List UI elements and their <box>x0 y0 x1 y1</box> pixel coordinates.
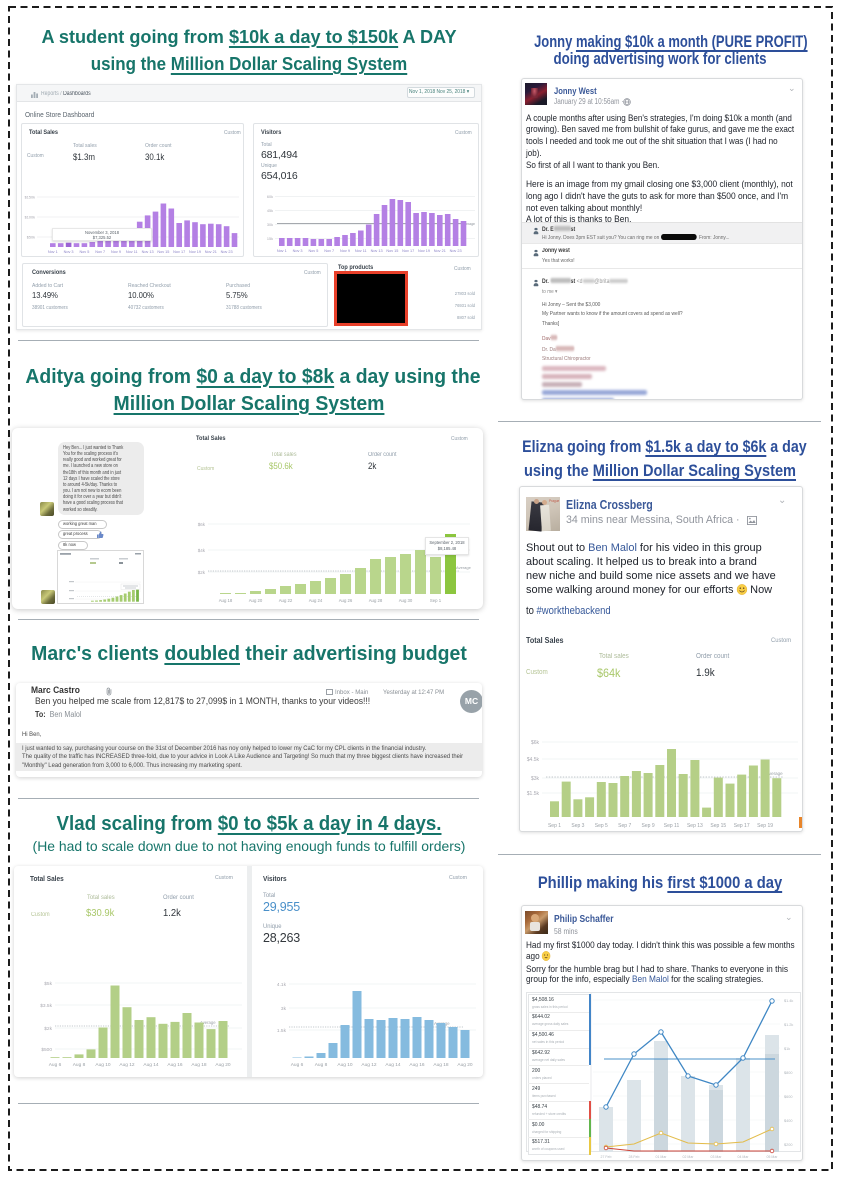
svg-text:$4.5k: $4.5k <box>527 757 540 763</box>
svg-text:Sep 17: Sep 17 <box>734 823 750 829</box>
svg-text:Sep 3: Sep 3 <box>571 823 584 829</box>
svg-text:Aug 14: Aug 14 <box>385 1062 401 1068</box>
svg-text:02 Mar: 02 Mar <box>683 1155 695 1159</box>
svg-text:04 Mar: 04 Mar <box>738 1155 750 1159</box>
svg-text:Nov 13: Nov 13 <box>371 249 383 253</box>
svg-text:30k: 30k <box>267 223 273 227</box>
svg-text:Nov 19: Nov 19 <box>418 249 430 253</box>
svg-text:Average: Average <box>200 1020 216 1025</box>
svg-text:Aug 20: Aug 20 <box>215 1062 231 1068</box>
svg-text:Aug 18: Aug 18 <box>191 1062 207 1068</box>
svg-text:Sep 11: Sep 11 <box>664 823 680 829</box>
svg-text:05 Mar: 05 Mar <box>767 1155 779 1159</box>
svg-text:15k: 15k <box>267 237 273 241</box>
svg-text:Nov 7: Nov 7 <box>324 249 334 253</box>
svg-text:Average: Average <box>456 565 472 570</box>
svg-text:Nov 11: Nov 11 <box>355 249 367 253</box>
svg-text:Aug 12: Aug 12 <box>119 1062 135 1068</box>
svg-text:$3k: $3k <box>531 776 540 782</box>
svg-text:Nov 9: Nov 9 <box>111 250 121 254</box>
svg-text:Aug 20: Aug 20 <box>457 1062 473 1068</box>
svg-text:Nov 23: Nov 23 <box>450 249 462 253</box>
svg-text:Aug 16: Aug 16 <box>167 1062 183 1068</box>
svg-text:Nov 11: Nov 11 <box>126 250 138 254</box>
svg-text:Nov 17: Nov 17 <box>173 250 185 254</box>
svg-text:Nov 17: Nov 17 <box>402 249 414 253</box>
svg-text:$6k: $6k <box>198 522 206 527</box>
svg-text:$1.4k: $1.4k <box>784 999 793 1003</box>
svg-text:Sep 1: Sep 1 <box>548 823 561 829</box>
svg-text:$3.5k: $3.5k <box>40 1003 52 1009</box>
svg-text:Aug 28: Aug 28 <box>369 598 383 603</box>
svg-text:$600: $600 <box>784 1095 792 1099</box>
svg-text:Nov 19: Nov 19 <box>189 250 201 254</box>
svg-text:Aug 22: Aug 22 <box>279 598 293 603</box>
svg-text:Nov 15: Nov 15 <box>386 249 398 253</box>
svg-text:$2k: $2k <box>198 570 206 575</box>
svg-text:Aug 10: Aug 10 <box>95 1062 111 1068</box>
svg-text:Aug 12: Aug 12 <box>361 1062 377 1068</box>
svg-text:Nov 1: Nov 1 <box>48 250 58 254</box>
svg-text:4.1k: 4.1k <box>277 982 287 988</box>
svg-text:1.5k: 1.5k <box>277 1028 287 1034</box>
svg-text:28 Feb: 28 Feb <box>629 1155 640 1159</box>
svg-text:Aug 14: Aug 14 <box>143 1062 159 1068</box>
svg-text:$1.2k: $1.2k <box>784 1023 793 1027</box>
svg-text:Nov 5: Nov 5 <box>79 250 89 254</box>
svg-text:27 Feb: 27 Feb <box>601 1155 612 1159</box>
svg-text:Sep 15: Sep 15 <box>710 823 726 829</box>
svg-text:$200: $200 <box>784 1143 792 1147</box>
svg-text:Aug 20: Aug 20 <box>249 598 263 603</box>
svg-text:$400: $400 <box>784 1119 792 1123</box>
svg-text:$1k: $1k <box>784 1047 790 1051</box>
svg-text:Aug 8: Aug 8 <box>315 1062 328 1068</box>
svg-text:Aug 8: Aug 8 <box>73 1062 86 1068</box>
svg-text:Sep 13: Sep 13 <box>687 823 703 829</box>
svg-text:Nov 21: Nov 21 <box>205 250 217 254</box>
svg-text:Nov 21: Nov 21 <box>434 249 446 253</box>
svg-text:Nov 13: Nov 13 <box>142 250 154 254</box>
svg-text:$800: $800 <box>784 1071 792 1075</box>
svg-text:$4k: $4k <box>198 548 206 553</box>
svg-text:$6k: $6k <box>531 740 540 746</box>
svg-text:Aug 24: Aug 24 <box>309 598 323 603</box>
svg-text:Aug 6: Aug 6 <box>49 1062 62 1068</box>
svg-text:$5k: $5k <box>44 981 52 987</box>
svg-text:Aug 6: Aug 6 <box>291 1062 304 1068</box>
svg-text:Sep 9: Sep 9 <box>642 823 655 829</box>
svg-text:Nov 9: Nov 9 <box>340 249 350 253</box>
svg-text:Sep 1: Sep 1 <box>430 598 442 603</box>
svg-text:01 Mar: 01 Mar <box>656 1155 668 1159</box>
svg-text:Aug 18: Aug 18 <box>433 1062 449 1068</box>
svg-text:Nov 7: Nov 7 <box>95 250 105 254</box>
svg-text:$150k: $150k <box>25 196 35 200</box>
svg-text:60k: 60k <box>267 195 273 199</box>
svg-text:Nov 15: Nov 15 <box>157 250 169 254</box>
svg-text:Aug 18: Aug 18 <box>219 598 233 603</box>
svg-text:3k: 3k <box>281 1006 287 1012</box>
svg-text:45k: 45k <box>267 209 273 213</box>
svg-text:Sep 5: Sep 5 <box>595 823 608 829</box>
svg-text:Aug 10: Aug 10 <box>337 1062 353 1068</box>
svg-text:Nov 3: Nov 3 <box>293 249 303 253</box>
svg-text:Sep 7: Sep 7 <box>618 823 631 829</box>
svg-text:Average: Average <box>462 222 475 226</box>
svg-text:$50k: $50k <box>27 236 35 240</box>
svg-text:$2k: $2k <box>44 1026 52 1032</box>
svg-text:$1.5k: $1.5k <box>527 791 540 797</box>
svg-text:Aug 30: Aug 30 <box>399 598 413 603</box>
svg-text:$100k: $100k <box>25 216 35 220</box>
svg-text:Nov 3: Nov 3 <box>64 250 74 254</box>
svg-text:Aug 26: Aug 26 <box>339 598 353 603</box>
svg-text:Sep 19: Sep 19 <box>757 823 773 829</box>
svg-text:Aug 16: Aug 16 <box>409 1062 425 1068</box>
svg-text:Average: Average <box>766 771 783 776</box>
svg-text:Nov 1: Nov 1 <box>277 249 287 253</box>
svg-text:03 Mar: 03 Mar <box>711 1155 723 1159</box>
svg-text:Nov 5: Nov 5 <box>308 249 318 253</box>
svg-text:$500: $500 <box>41 1047 52 1053</box>
svg-text:Nov 23: Nov 23 <box>221 250 233 254</box>
